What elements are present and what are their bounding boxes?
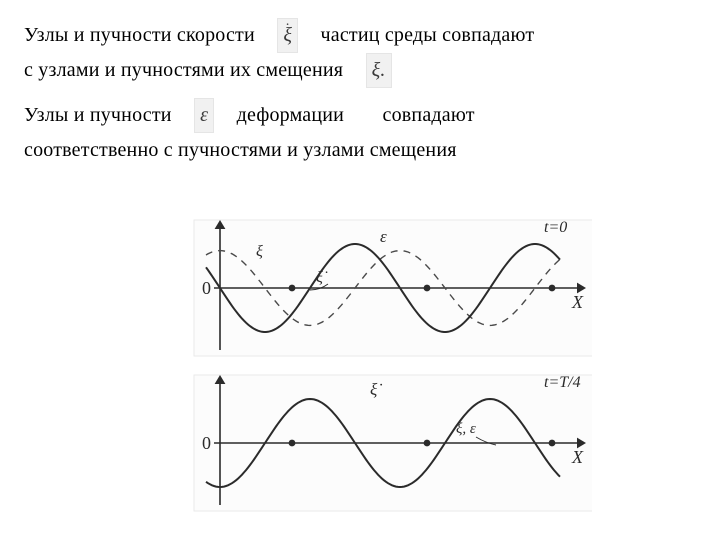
time-label: t=T/4 (544, 374, 581, 391)
line-3: Узлы и пучности ε деформации совпадают (24, 98, 696, 133)
paragraph-block: Узлы и пучности скорости · ξ частиц сред… (24, 18, 696, 168)
text-l3c: совпадают (383, 104, 475, 126)
x-axis-label: X (571, 292, 584, 312)
line-1: Узлы и пучности скорости · ξ частиц сред… (24, 18, 696, 53)
spacer (24, 88, 696, 98)
text-l3b: деформации (237, 104, 344, 126)
label-eps: ε (380, 227, 387, 246)
label-xi-eps: ξ, ε (456, 421, 476, 437)
node-point (549, 285, 556, 292)
text-l1b: частиц среды совпадают (320, 24, 534, 46)
node-point (424, 285, 431, 292)
text-l3a: Узлы и пучности (24, 104, 172, 126)
symbol-xi-period: ξ. (366, 53, 392, 88)
origin-label: 0 (202, 433, 211, 453)
line-4: соответственно с пучностями и узлами сме… (24, 133, 696, 168)
node-point (549, 440, 556, 447)
diagram-container: 0Xt=0εξξ̇ 0Xt=T/4ξ̇ξ, ε (172, 202, 592, 522)
diagram-bottom: 0Xt=T/4ξ̇ξ, ε (172, 362, 592, 512)
line-2: с узлами и пучностями их смещения ξ. (24, 53, 696, 88)
node-point (424, 440, 431, 447)
origin-label: 0 (202, 278, 211, 298)
diagram-top: 0Xt=0εξξ̇ (172, 202, 592, 362)
symbol-xi-dot: · ξ (277, 18, 298, 53)
symbol-eps: ε (194, 98, 214, 133)
text-l1a: Узлы и пучности скорости (24, 24, 255, 46)
text-l2a: с узлами и пучностями их смещения (24, 59, 343, 81)
label-xi: ξ (256, 243, 263, 260)
text-l4: соответственно с пучностями и узлами сме… (24, 139, 457, 161)
time-label: t=0 (544, 219, 567, 236)
page: Узлы и пучности скорости · ξ частиц сред… (0, 0, 720, 540)
x-axis-label: X (571, 447, 584, 467)
node-point (289, 285, 296, 292)
xi-dot-mark: · (285, 14, 290, 39)
node-point (289, 440, 296, 447)
